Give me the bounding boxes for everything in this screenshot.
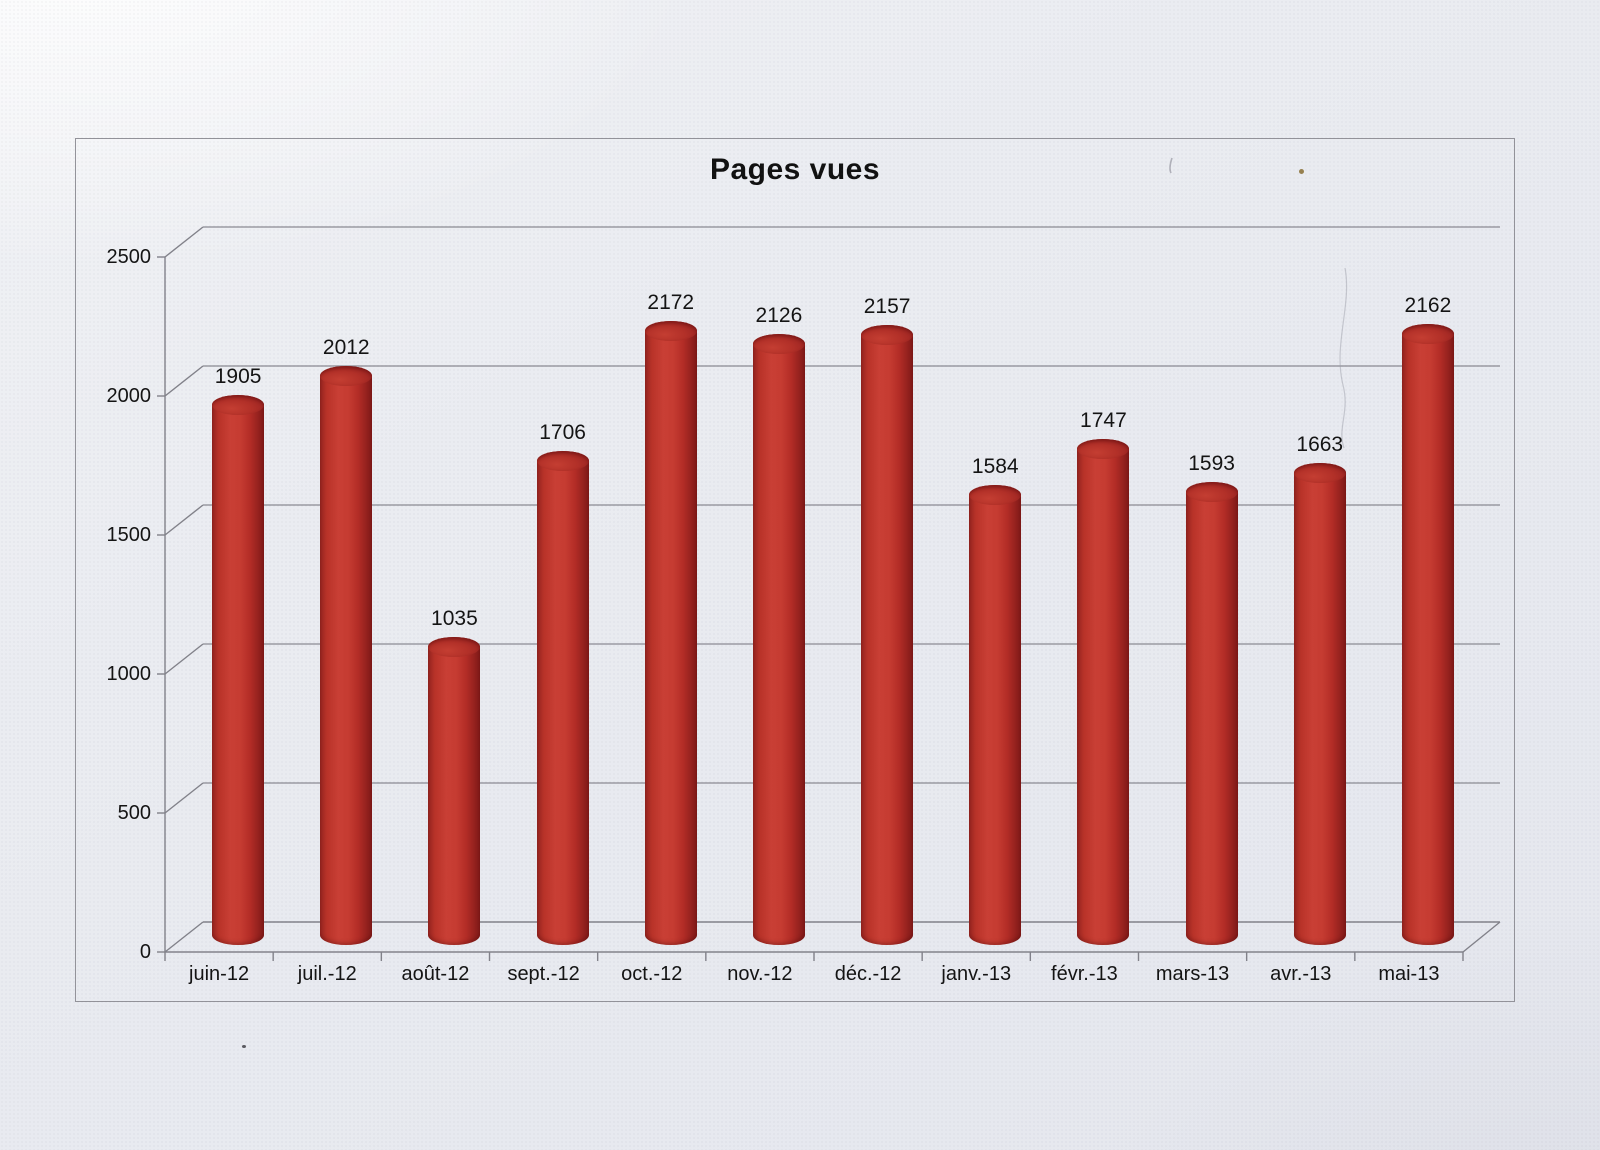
bar-body <box>1293 462 1346 945</box>
bar-value-label: 1747 <box>1080 409 1127 433</box>
perspective-connector <box>164 782 204 814</box>
bar-top-ellipse <box>320 365 373 386</box>
bar-value-label: 1584 <box>971 454 1019 478</box>
bar-top-ellipse <box>1401 323 1454 344</box>
bar-value-label: 2162 <box>1404 293 1452 317</box>
scan-mark <box>1169 157 1173 174</box>
bar-value-label: 1035 <box>431 607 478 631</box>
floor-right-edge <box>1462 921 1501 953</box>
chart-area-border: Pages vues <box>75 138 1515 1002</box>
bar-value-label: 1706 <box>539 420 586 444</box>
bar-top-ellipse <box>752 333 805 354</box>
bar-cylinder <box>644 321 697 945</box>
scan-crease <box>1339 267 1348 449</box>
bar-top-ellipse <box>861 325 914 346</box>
bar-body <box>1077 439 1130 945</box>
x-axis-label: déc.-12 <box>834 963 902 985</box>
x-axis-label: mars-13 <box>1155 963 1230 985</box>
bar-body <box>428 637 481 945</box>
bar-body <box>1185 482 1238 945</box>
bar-body <box>212 395 265 945</box>
bar-value-label: 2126 <box>755 303 803 327</box>
bar-body <box>861 325 914 945</box>
bar-value-label: 1905 <box>214 365 262 389</box>
bar-top-ellipse <box>428 637 481 658</box>
y-axis-label: 2500 <box>106 246 152 268</box>
bar-body <box>969 484 1022 945</box>
bar-cylinder <box>536 450 589 945</box>
bar-cylinder <box>1077 439 1130 945</box>
y-axis-label: 0 <box>139 941 151 963</box>
scan-speck <box>1299 169 1304 174</box>
bar-top-ellipse <box>644 321 697 342</box>
y-axis-label: 2000 <box>106 385 152 407</box>
bar-cylinder <box>320 365 373 945</box>
perspective-connector <box>164 921 204 953</box>
x-axis-label: avr.-13 <box>1270 963 1332 985</box>
bar-top-ellipse <box>536 450 589 471</box>
bar-body <box>644 321 697 945</box>
x-axis-label: nov.-12 <box>727 963 793 985</box>
bar-top-ellipse <box>1293 462 1346 483</box>
bar-top-ellipse <box>212 395 265 416</box>
x-axis-label: août-12 <box>401 963 470 985</box>
perspective-connector <box>164 504 204 536</box>
bar-top-ellipse <box>1185 482 1238 503</box>
perspective-connector <box>164 643 204 675</box>
perspective-connector <box>164 365 204 397</box>
bar-body <box>752 333 805 945</box>
perspective-connector <box>164 226 204 258</box>
bar-body <box>320 365 373 945</box>
bar-cylinder <box>1401 323 1454 945</box>
x-axis-label: sept.-12 <box>507 963 580 985</box>
y-axis-label: 500 <box>117 802 151 824</box>
bar-cylinder <box>752 333 805 945</box>
bar-cylinder <box>1185 482 1238 945</box>
bar-value-label: 1593 <box>1188 452 1235 476</box>
bar-body <box>1401 323 1454 945</box>
x-axis-label: mai-13 <box>1378 963 1440 985</box>
bar-cylinder <box>969 484 1022 945</box>
bar-value-label: 1663 <box>1296 432 1344 456</box>
x-axis-label: juin-12 <box>189 963 250 985</box>
bar-cylinder <box>428 637 481 945</box>
bar-top-ellipse <box>969 484 1022 505</box>
x-axis-label: juil.-12 <box>297 963 357 985</box>
bar-value-label: 2172 <box>647 291 695 315</box>
bar-cylinder <box>1293 462 1346 945</box>
bar-cylinder <box>212 395 265 945</box>
y-axis-label: 1500 <box>106 524 152 546</box>
scan-speck <box>242 1045 246 1048</box>
x-axis-label: janv.-13 <box>941 963 1012 985</box>
chart-title: Pages vues <box>709 153 881 186</box>
bar-top-ellipse <box>1077 439 1130 460</box>
bar-value-label: 2012 <box>322 335 370 359</box>
bar-value-label: 2157 <box>863 295 911 319</box>
x-axis-label: oct.-12 <box>621 963 683 985</box>
y-axis-label: 1000 <box>106 663 152 685</box>
bar-body <box>536 450 589 945</box>
bar-cylinder <box>861 325 914 945</box>
x-axis-label: févr.-13 <box>1051 963 1118 985</box>
